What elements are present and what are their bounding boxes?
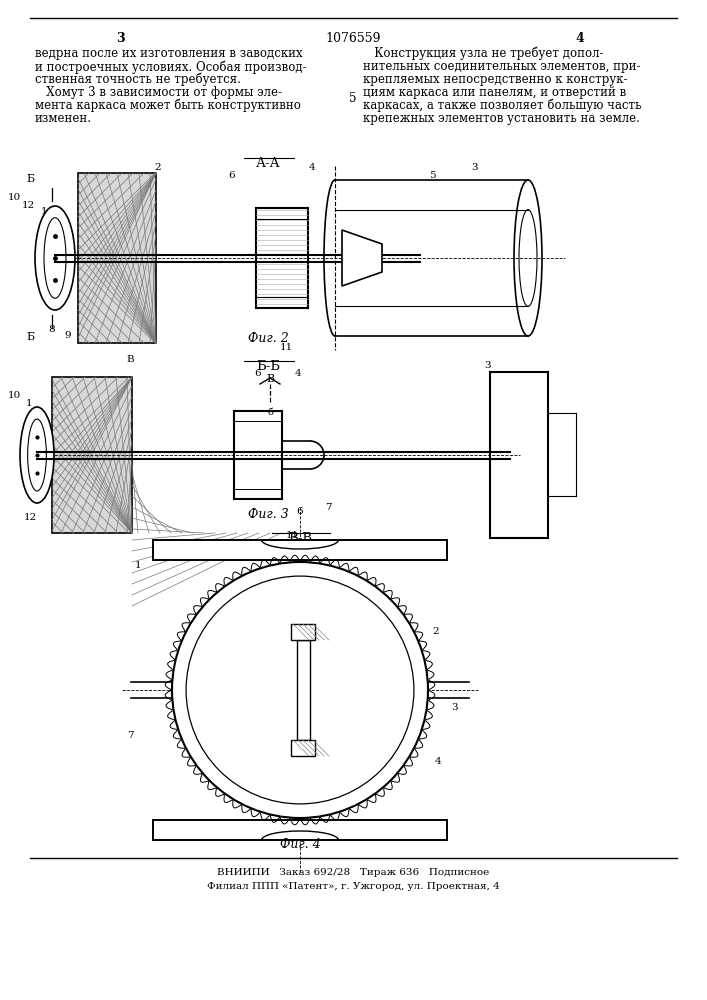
Text: 6: 6 [255, 369, 262, 378]
Bar [153, 820, 447, 840]
Text: ведрна после их изготовления в заводских: ведрна после их изготовления в заводских [35, 47, 303, 60]
Text: 3: 3 [452, 704, 458, 712]
Text: 2: 2 [155, 163, 161, 172]
Text: каркасах, а также позволяет большую часть: каркасах, а также позволяет большую част… [363, 99, 641, 112]
Bar [153, 540, 447, 560]
Text: 1: 1 [25, 398, 33, 408]
Text: Фиг. 3: Фиг. 3 [247, 508, 288, 521]
Text: 12: 12 [21, 200, 35, 210]
Text: Хомут 3 в зависимости от формы эле-: Хомут 3 в зависимости от формы эле- [35, 86, 282, 99]
Text: 4: 4 [295, 369, 301, 378]
Text: 4: 4 [435, 758, 441, 766]
Text: 8: 8 [49, 326, 55, 334]
Text: 7: 7 [325, 502, 332, 512]
Text: 7: 7 [127, 730, 134, 740]
Text: изменен.: изменен. [35, 112, 92, 125]
Text: В-В: В-В [288, 532, 312, 545]
Text: крепляемых непосредственно к конструк-: крепляемых непосредственно к конструк- [363, 73, 628, 86]
Text: 11: 11 [279, 344, 293, 353]
Text: 6: 6 [228, 170, 235, 180]
Bar [291, 740, 315, 756]
Text: Б: Б [26, 332, 34, 342]
Text: Филиал ППП «Патент», г. Ужгород, ул. Проектная, 4: Филиал ППП «Патент», г. Ужгород, ул. Про… [206, 882, 499, 891]
Text: 5: 5 [428, 170, 436, 180]
Text: 3: 3 [485, 361, 491, 370]
Text: В: В [266, 374, 274, 384]
Text: б: б [267, 408, 273, 417]
Bar [78, 173, 156, 343]
Bar [297, 640, 310, 740]
Text: 10: 10 [7, 390, 21, 399]
Ellipse shape [172, 562, 428, 818]
Ellipse shape [35, 206, 75, 310]
Text: 2: 2 [433, 628, 439, 637]
Text: 10: 10 [7, 194, 21, 202]
Text: Фиг. 4: Фиг. 4 [280, 838, 320, 851]
Text: Б: Б [26, 174, 34, 184]
Text: 9: 9 [64, 332, 71, 340]
Text: 3: 3 [116, 32, 124, 45]
Text: 11: 11 [286, 530, 298, 540]
Text: Фиг. 2: Фиг. 2 [247, 332, 288, 345]
Text: 4: 4 [575, 32, 585, 45]
Text: 4: 4 [309, 163, 315, 172]
Text: В: В [126, 356, 134, 364]
Text: 1: 1 [41, 208, 47, 217]
Bar [52, 377, 132, 533]
Polygon shape [342, 230, 382, 286]
Text: циям каркаса или панелям, и отверстий в: циям каркаса или панелям, и отверстий в [363, 86, 626, 99]
Text: А-А: А-А [256, 157, 280, 170]
Text: нительных соединительных элементов, при-: нительных соединительных элементов, при- [363, 60, 641, 73]
Text: и построечных условиях. Особая производ-: и построечных условиях. Особая производ- [35, 60, 307, 74]
Text: ственная точность не требуется.: ственная точность не требуется. [35, 73, 241, 87]
Text: 12: 12 [23, 512, 37, 522]
Bar [291, 624, 315, 640]
Text: Б-Б: Б-Б [256, 360, 280, 373]
Text: мента каркаса может быть конструктивно: мента каркаса может быть конструктивно [35, 99, 301, 112]
Text: 6: 6 [297, 508, 303, 516]
Text: 1: 1 [135, 560, 141, 570]
Text: 3: 3 [472, 163, 479, 172]
Ellipse shape [20, 407, 54, 503]
Text: ВНИИПИ   Заказ 692/28   Тираж 636   Подписное: ВНИИПИ Заказ 692/28 Тираж 636 Подписное [217, 868, 489, 877]
Text: 1076559: 1076559 [325, 32, 381, 45]
Text: крепежных элементов установить на земле.: крепежных элементов установить на земле. [363, 112, 640, 125]
Text: 5: 5 [349, 92, 357, 105]
Text: Конструкция узла не требует допол-: Конструкция узла не требует допол- [363, 47, 604, 60]
